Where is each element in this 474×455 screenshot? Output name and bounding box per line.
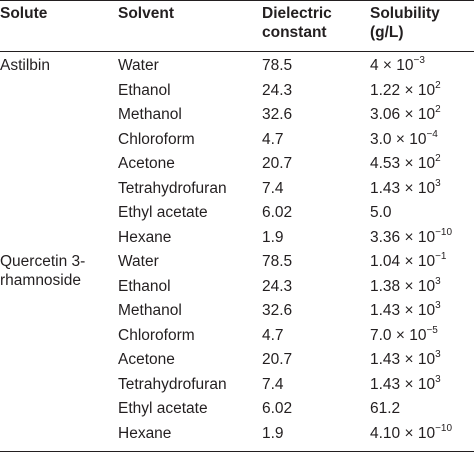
solvent-cell: Chloroform (118, 326, 195, 344)
solubility-exponent: 2 (435, 79, 441, 91)
solubility-exponent: 3 (435, 349, 441, 360)
solubility-cell: 1.43 × 103 (370, 350, 441, 369)
table-top-rule (0, 0, 474, 1)
solubility-cell: 1.43 × 103 (370, 177, 441, 198)
solubility-mantissa: 4 × 10 (370, 57, 414, 74)
solubility-exponent: −1 (435, 251, 447, 262)
dielectric-cell: 4.7 (262, 130, 284, 148)
solubility-mantissa: 1.43 × 10 (370, 375, 436, 393)
solvent-cell: Water (118, 57, 159, 74)
solubility-mantissa: 3.06 × 10 (370, 106, 436, 123)
solvent-cell: Hexane (118, 228, 172, 246)
dielectric-cell: 1.9 (262, 228, 284, 246)
solubility-cell: 61.2 (370, 399, 400, 418)
solubility-cell: 3.36 × 10−10 (370, 226, 453, 247)
solubility-cell: 3.06 × 102 (370, 105, 441, 124)
solvent-cell: Hexane (118, 424, 172, 442)
solubility-cell: 1.43 × 103 (370, 373, 441, 394)
solute-label: Quercetin 3-rhamnoside (0, 253, 86, 289)
solubility-mantissa: 1.04 × 10 (370, 253, 436, 270)
solubility-mantissa: 1.22 × 10 (370, 81, 436, 99)
solubility-exponent: −3 (413, 55, 425, 66)
dielectric-cell: 78.5 (262, 57, 293, 74)
solubility-cell: 1.38 × 103 (370, 275, 441, 296)
dielectric-cell: 4.7 (262, 326, 284, 344)
solubility-cell: 4 × 10−3 (370, 56, 425, 75)
dielectric-cell: 6.02 (262, 204, 293, 221)
solvent-cell: Ethyl acetate (118, 204, 208, 221)
solubility-exponent: 2 (435, 104, 441, 115)
dielectric-cell: 24.3 (262, 81, 293, 99)
solubility-cell: 5.0 (370, 203, 392, 222)
solubility-mantissa: 1.43 × 10 (370, 302, 436, 319)
solvent-cell: Ethanol (118, 81, 171, 99)
dielectric-cell: 32.6 (262, 302, 293, 319)
dielectric-cell: 32.6 (262, 106, 293, 123)
solvent-cell: Methanol (118, 106, 182, 123)
solubility-mantissa: 1.43 × 10 (370, 351, 436, 368)
solubility-cell: 1.04 × 10−1 (370, 252, 446, 271)
header-solubility: Solubility (g/L) (370, 5, 440, 41)
dielectric-cell: 7.4 (262, 375, 284, 393)
solubility-mantissa: 4.10 × 10 (370, 424, 436, 442)
solvent-cell: Ethanol (118, 277, 171, 295)
solubility-exponent: 2 (435, 153, 441, 164)
solubility-exponent: 3 (435, 373, 441, 385)
header-solute: Solute (0, 5, 48, 22)
solvent-cell: Methanol (118, 302, 182, 319)
solubility-mantissa: 3.36 × 10 (370, 228, 436, 246)
solubility-exponent: −4 (426, 128, 438, 140)
solubility-mantissa: 7.0 × 10 (370, 326, 427, 344)
solubility-cell: 4.53 × 102 (370, 154, 441, 173)
dielectric-cell: 20.7 (262, 351, 293, 368)
solubility-mantissa: 61.2 (370, 400, 401, 417)
solvent-cell: Tetrahydrofuran (118, 179, 227, 197)
solubility-mantissa: 1.38 × 10 (370, 277, 436, 295)
dielectric-cell: 24.3 (262, 277, 293, 295)
solubility-exponent: −10 (435, 226, 453, 238)
solubility-exponent: 3 (435, 177, 441, 189)
solvent-cell: Water (118, 253, 159, 270)
solubility-cell: 3.0 × 10−4 (370, 128, 438, 149)
solubility-cell: 1.43 × 103 (370, 301, 441, 320)
solubility-cell: 7.0 × 10−5 (370, 324, 438, 345)
solubility-exponent: −5 (426, 324, 438, 336)
table-header-rule (0, 51, 474, 52)
solubility-mantissa: 1.43 × 10 (370, 179, 436, 197)
solvent-cell: Tetrahydrofuran (118, 375, 227, 393)
header-solvent: Solvent (118, 5, 174, 22)
dielectric-cell: 78.5 (262, 253, 293, 270)
solubility-exponent: 3 (435, 275, 441, 287)
header-dielectric-constant: Dielectric constant (262, 5, 332, 41)
solubility-exponent: −10 (435, 422, 453, 434)
dielectric-cell: 1.9 (262, 424, 284, 442)
solvent-cell: Chloroform (118, 130, 195, 148)
table-bottom-rule (0, 451, 474, 452)
solubility-mantissa: 5.0 (370, 204, 392, 221)
dielectric-cell: 6.02 (262, 400, 293, 417)
solvent-cell: Ethyl acetate (118, 400, 208, 417)
solvent-cell: Acetone (118, 351, 175, 368)
solubility-mantissa: 4.53 × 10 (370, 155, 436, 172)
dielectric-cell: 20.7 (262, 155, 293, 172)
solute-label: Astilbin (0, 57, 50, 74)
solubility-cell: 1.22 × 102 (370, 79, 441, 100)
solubility-mantissa: 3.0 × 10 (370, 130, 427, 148)
dielectric-cell: 7.4 (262, 179, 284, 197)
solubility-exponent: 3 (435, 300, 441, 311)
solvent-cell: Acetone (118, 155, 175, 172)
solubility-cell: 4.10 × 10−10 (370, 422, 453, 443)
